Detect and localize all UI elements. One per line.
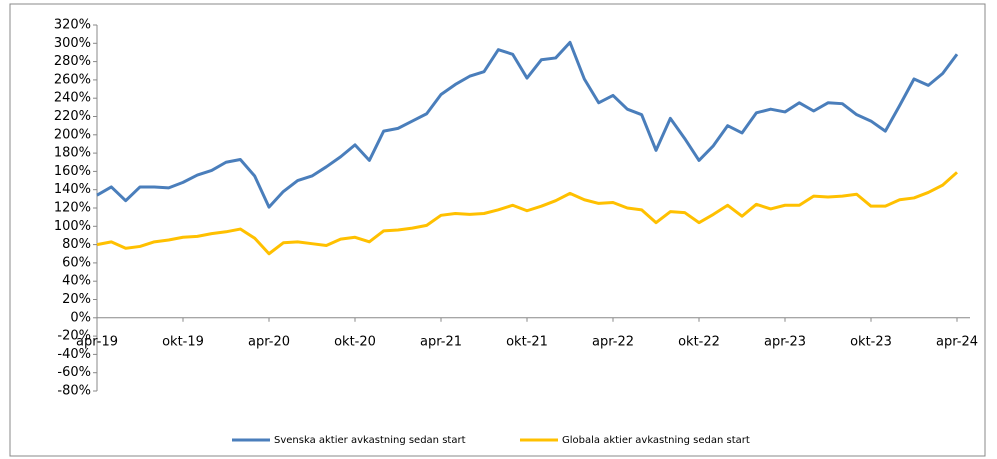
y-tick-label: -20% (57, 329, 91, 344)
y-tick-label: 180% (54, 146, 91, 161)
y-tick-label: 0% (70, 310, 91, 325)
y-tick-label: 80% (62, 237, 91, 252)
y-tick-label: 320% (54, 18, 91, 33)
x-tick-label: apr-21 (420, 334, 462, 349)
y-tick-label: 120% (54, 201, 91, 216)
y-tick-label: 300% (54, 36, 91, 51)
y-tick-label: 220% (54, 109, 91, 124)
x-tick-label: okt-20 (334, 334, 376, 349)
y-tick-label: 100% (54, 219, 91, 234)
y-tick-label: -60% (57, 365, 91, 380)
y-tick-label: 260% (54, 72, 91, 87)
x-tick-label: apr-22 (592, 334, 634, 349)
y-tick-label: 60% (62, 255, 91, 270)
legend-label: Svenska aktier avkastning sedan start (274, 435, 466, 446)
y-tick-label: 240% (54, 91, 91, 106)
series-line (96, 171, 958, 256)
y-tick-label: 280% (54, 54, 91, 69)
x-tick-label: apr-23 (764, 334, 806, 349)
y-tick-label: -80% (57, 384, 91, 399)
y-tick-label: -40% (57, 347, 91, 362)
x-tick-label: okt-23 (850, 334, 892, 349)
y-tick-label: 40% (62, 274, 91, 289)
x-tick-label: okt-22 (678, 334, 720, 349)
series-line (96, 40, 959, 209)
y-tick-label: 20% (62, 292, 91, 307)
x-tick-label: apr-24 (936, 334, 978, 349)
x-tick-label: okt-21 (506, 334, 548, 349)
legend-label: Globala aktier avkastning sedan start (562, 435, 750, 446)
x-tick-label: okt-19 (162, 334, 204, 349)
x-tick-label: apr-20 (248, 334, 290, 349)
chart-border (9, 3, 986, 457)
x-tick-label: apr-19 (76, 334, 118, 349)
y-tick-label: 140% (54, 182, 91, 197)
y-tick-label: 160% (54, 164, 91, 179)
y-tick-label: 200% (54, 127, 91, 142)
